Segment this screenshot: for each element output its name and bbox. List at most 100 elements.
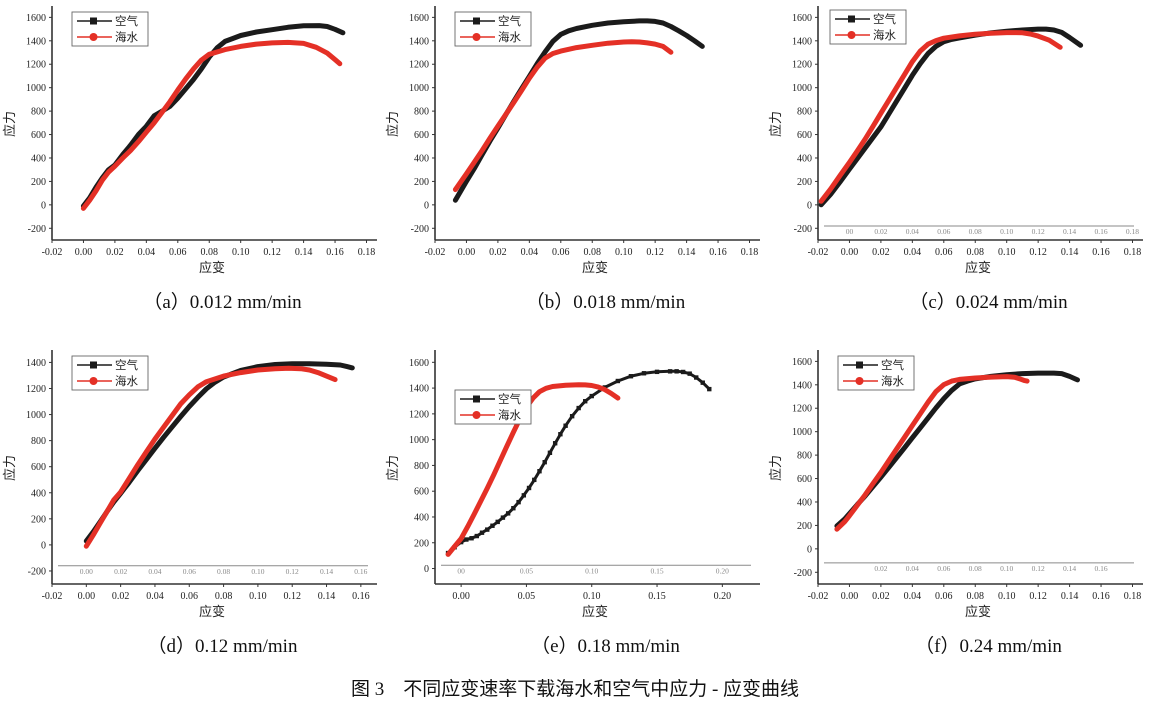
svg-text:200: 200 xyxy=(797,177,812,188)
svg-text:0.20: 0.20 xyxy=(716,566,729,575)
charts-row-2: 0.00 0.02 0.04 0.06 0.08 0.10 0.12 0.14 0.16 -200… xyxy=(0,344,1150,632)
svg-text:0.06: 0.06 xyxy=(181,591,199,602)
svg-text:0.12: 0.12 xyxy=(286,567,299,576)
svg-text:0.14: 0.14 xyxy=(318,591,336,602)
svg-text:应变: 应变 xyxy=(582,260,608,275)
svg-text:应力: 应力 xyxy=(768,111,783,137)
svg-text:0.12: 0.12 xyxy=(263,247,281,258)
svg-text:1200: 1200 xyxy=(409,409,429,420)
svg-text:400: 400 xyxy=(797,497,812,508)
svg-text:0.05: 0.05 xyxy=(518,591,536,602)
svg-text:1000: 1000 xyxy=(26,410,46,421)
svg-text:0.12: 0.12 xyxy=(646,247,664,258)
svg-text:800: 800 xyxy=(797,107,812,118)
svg-text:0.14: 0.14 xyxy=(1061,591,1079,602)
svg-text:0.18: 0.18 xyxy=(741,247,759,258)
svg-text:1400: 1400 xyxy=(792,36,812,47)
svg-text:1400: 1400 xyxy=(26,358,46,369)
svg-text:-0.02: -0.02 xyxy=(42,247,63,258)
svg-text:0.15: 0.15 xyxy=(648,591,666,602)
svg-text:0.18: 0.18 xyxy=(1124,591,1142,602)
svg-text:0.00: 0.00 xyxy=(75,247,93,258)
svg-text:1200: 1200 xyxy=(26,384,46,395)
svg-text:-200: -200 xyxy=(794,224,812,235)
svg-text:0.06: 0.06 xyxy=(937,564,950,573)
svg-text:0.06: 0.06 xyxy=(169,247,187,258)
svg-text:应力: 应力 xyxy=(385,455,400,481)
svg-text:-200: -200 xyxy=(794,568,812,579)
svg-text:应变: 应变 xyxy=(582,604,608,619)
svg-text:400: 400 xyxy=(414,512,429,523)
svg-text:1200: 1200 xyxy=(792,60,812,71)
svg-text:200: 200 xyxy=(414,177,429,188)
svg-text:1400: 1400 xyxy=(792,380,812,391)
svg-text:200: 200 xyxy=(414,538,429,549)
svg-text:0: 0 xyxy=(424,200,429,211)
svg-text:0.08: 0.08 xyxy=(969,227,982,236)
svg-text:0.12: 0.12 xyxy=(283,591,301,602)
chart-c-canvas: 00 0.02 0.04 0.06 0.08 0.10 0.12 0.14 0.16 0.18 -2… xyxy=(768,6,1143,275)
svg-text:400: 400 xyxy=(414,153,429,164)
svg-text:1400: 1400 xyxy=(409,384,429,395)
svg-text:1000: 1000 xyxy=(409,83,429,94)
svg-text:海水: 海水 xyxy=(873,28,896,42)
svg-text:应变: 应变 xyxy=(199,260,225,275)
svg-text:0.12: 0.12 xyxy=(1029,591,1047,602)
svg-text:0.02: 0.02 xyxy=(112,591,130,602)
chart-a-caption: （a）0.012 mm/min xyxy=(143,292,302,313)
svg-text:海水: 海水 xyxy=(115,30,138,44)
svg-text:0.08: 0.08 xyxy=(215,591,233,602)
svg-text:1200: 1200 xyxy=(26,60,46,71)
svg-text:海水: 海水 xyxy=(498,30,521,44)
svg-text:0.18: 0.18 xyxy=(358,247,376,258)
chart-c-caption: （c）0.024 mm/min xyxy=(909,292,1068,313)
svg-text:0.00: 0.00 xyxy=(841,247,859,258)
svg-text:1000: 1000 xyxy=(792,83,812,94)
chart-f: 0.02 0.04 0.06 0.08 0.10 0.12 0.14 0.16 -200 0 200… xyxy=(766,344,1149,632)
svg-text:1600: 1600 xyxy=(792,357,812,368)
svg-text:600: 600 xyxy=(797,474,812,485)
svg-text:0.10: 0.10 xyxy=(251,567,264,576)
svg-text:0.14: 0.14 xyxy=(1061,247,1079,258)
svg-text:0.14: 0.14 xyxy=(295,247,313,258)
svg-text:200: 200 xyxy=(31,514,46,525)
svg-text:0.02: 0.02 xyxy=(489,247,507,258)
svg-text:0.02: 0.02 xyxy=(874,227,887,236)
subcaption-row-1: （a）0.012 mm/min （b）0.018 mm/min （c）0.024… xyxy=(0,288,1150,322)
svg-text:1600: 1600 xyxy=(26,13,46,24)
svg-text:0.04: 0.04 xyxy=(521,247,539,258)
svg-text:0.05: 0.05 xyxy=(520,566,533,575)
svg-text:0.10: 0.10 xyxy=(585,566,598,575)
svg-text:-200: -200 xyxy=(411,224,429,235)
chart-e: 00 0.05 0.10 0.15 0.20 0 200 400 600 800 1000 1200 1… xyxy=(383,344,766,632)
chart-a-canvas: -200 0 200 400 600 800 1000 1200 1400 1600 -0.02 0.… xyxy=(2,6,377,275)
svg-text:海水: 海水 xyxy=(498,408,521,422)
svg-text:0.10: 0.10 xyxy=(615,247,633,258)
svg-text:1600: 1600 xyxy=(409,13,429,24)
svg-text:0.04: 0.04 xyxy=(904,591,922,602)
svg-text:0.16: 0.16 xyxy=(1094,227,1107,236)
svg-text:空气: 空气 xyxy=(498,14,521,28)
svg-text:-200: -200 xyxy=(28,566,46,577)
svg-text:0.04: 0.04 xyxy=(904,247,922,258)
svg-text:400: 400 xyxy=(31,153,46,164)
svg-text:400: 400 xyxy=(797,153,812,164)
svg-text:0.18: 0.18 xyxy=(1124,247,1142,258)
chart-e-caption: （e）0.18 mm/min xyxy=(531,636,680,657)
svg-text:应力: 应力 xyxy=(768,455,783,481)
svg-text:0: 0 xyxy=(424,564,429,575)
svg-text:0: 0 xyxy=(41,200,46,211)
svg-text:0.10: 0.10 xyxy=(232,247,250,258)
chart-c: 00 0.02 0.04 0.06 0.08 0.10 0.12 0.14 0.16 0.18 -2… xyxy=(766,0,1149,288)
svg-text:0.02: 0.02 xyxy=(874,564,887,573)
svg-text:400: 400 xyxy=(31,488,46,499)
svg-text:200: 200 xyxy=(31,177,46,188)
svg-text:0.15: 0.15 xyxy=(650,566,663,575)
svg-text:0.04: 0.04 xyxy=(906,227,919,236)
svg-text:1600: 1600 xyxy=(409,358,429,369)
svg-text:1400: 1400 xyxy=(409,36,429,47)
svg-text:800: 800 xyxy=(31,107,46,118)
svg-text:0.14: 0.14 xyxy=(320,567,333,576)
svg-text:海水: 海水 xyxy=(881,374,904,388)
svg-text:0.14: 0.14 xyxy=(678,247,696,258)
